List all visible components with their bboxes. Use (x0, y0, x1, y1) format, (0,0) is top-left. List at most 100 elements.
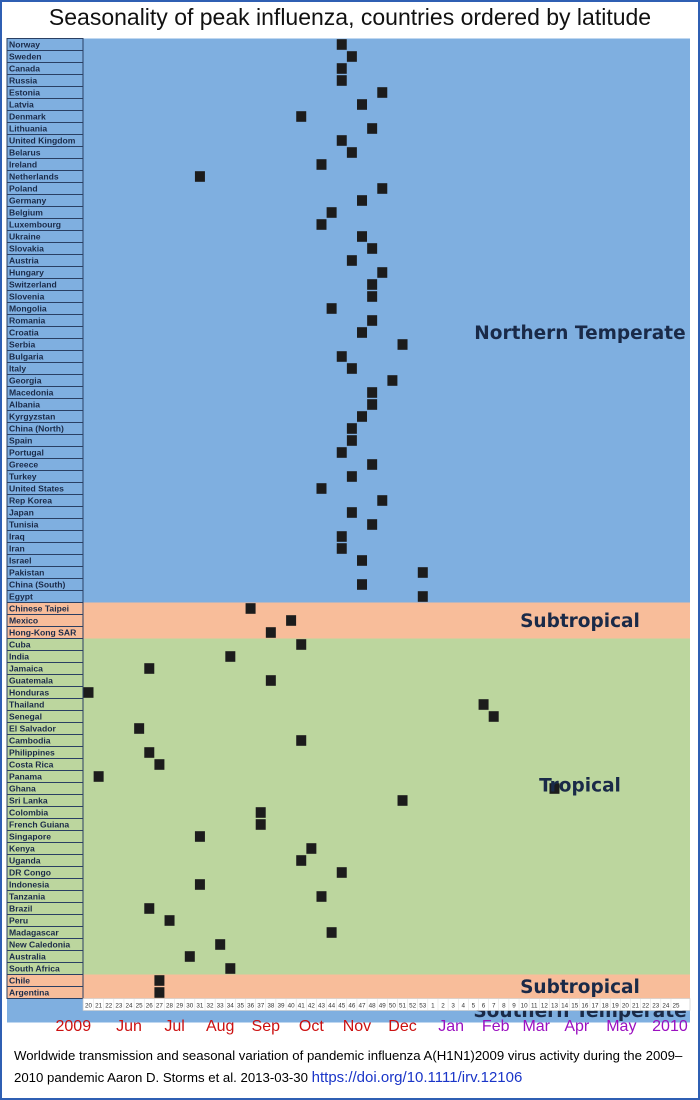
week-tick-label: 20 (85, 1003, 93, 1010)
peak-marker (549, 783, 560, 794)
peak-marker (336, 351, 347, 362)
country-label: Switzerland (9, 280, 57, 290)
caption-text: Worldwide transmission and seasonal vari… (14, 1048, 683, 1085)
zone-band (83, 602, 690, 639)
peak-marker (265, 675, 276, 686)
peak-marker (367, 387, 378, 398)
month-label: Dec (388, 1018, 416, 1035)
week-tick-label: 2 (441, 1003, 445, 1010)
country-label: Poland (9, 184, 38, 194)
country-label: Ghana (9, 784, 36, 794)
week-tick-label: 36 (247, 1003, 255, 1010)
country-label: Norway (9, 40, 40, 50)
week-tick-label: 41 (298, 1003, 306, 1010)
peak-marker (154, 759, 165, 770)
week-tick-label: 10 (521, 1003, 529, 1010)
peak-marker (357, 579, 368, 590)
figure-caption: Worldwide transmission and seasonal vari… (14, 1045, 694, 1089)
peak-marker (488, 711, 499, 722)
week-tick-label: 1 (431, 1003, 435, 1010)
week-tick-label: 23 (115, 1003, 123, 1010)
month-label: Jan (438, 1018, 464, 1035)
week-tick-label: 28 (166, 1003, 174, 1010)
peak-marker (377, 87, 388, 98)
peak-marker (144, 903, 155, 914)
country-label: Slovenia (9, 292, 45, 302)
country-label: Kyrgyzstan (9, 412, 55, 422)
peak-marker (265, 627, 276, 638)
country-label: Denmark (9, 112, 46, 122)
peak-marker (346, 255, 357, 266)
month-label: 2009 (56, 1018, 92, 1035)
peak-marker (164, 915, 175, 926)
week-tick-label: 5 (472, 1003, 476, 1010)
country-label: Macedonia (9, 388, 54, 398)
country-label: Iraq (9, 532, 25, 542)
week-tick-label: 39 (277, 1003, 285, 1010)
country-label: India (9, 652, 29, 662)
week-axis (82, 998, 691, 1011)
week-tick-label: 24 (662, 1003, 670, 1010)
month-label: Nov (343, 1018, 371, 1035)
country-label: Chinese Taipei (9, 604, 69, 614)
peak-marker (316, 483, 327, 494)
peak-marker (93, 771, 104, 782)
country-label: Uganda (9, 856, 41, 866)
week-tick-label: 11 (531, 1003, 538, 1010)
week-tick-label: 37 (257, 1003, 265, 1010)
week-tick-label: 22 (105, 1003, 113, 1010)
week-tick-label: 7 (492, 1003, 496, 1010)
country-label: Russia (9, 76, 37, 86)
country-label: Cuba (9, 640, 31, 650)
week-tick-label: 42 (308, 1003, 316, 1010)
week-tick-label: 34 (227, 1003, 235, 1010)
week-tick-label: 40 (288, 1003, 296, 1010)
week-tick-label: 44 (328, 1003, 336, 1010)
peak-marker (336, 63, 347, 74)
country-label: Hungary (9, 268, 44, 278)
peak-marker (215, 939, 226, 950)
month-label: Oct (299, 1018, 324, 1035)
country-label: Croatia (9, 328, 39, 338)
country-label: Colombia (9, 808, 48, 818)
country-label: Chile (9, 976, 30, 986)
peak-marker (387, 375, 398, 386)
country-label: New Caledonia (9, 940, 70, 950)
week-tick-label: 4 (462, 1003, 466, 1010)
peak-marker (397, 795, 408, 806)
week-tick-label: 19 (612, 1003, 620, 1010)
month-label: Jun (116, 1018, 142, 1035)
country-label: DR Congo (9, 868, 51, 878)
month-label: Mar (522, 1018, 550, 1035)
peak-marker (478, 699, 489, 710)
peak-marker (326, 303, 337, 314)
peak-marker (357, 327, 368, 338)
country-label: Bulgaria (9, 352, 44, 362)
peak-marker (296, 639, 307, 650)
peak-marker (367, 279, 378, 290)
peak-marker (296, 111, 307, 122)
month-label: Aug (206, 1018, 234, 1035)
peak-marker (336, 867, 347, 878)
peak-marker (397, 339, 408, 350)
week-tick-label: 23 (652, 1003, 660, 1010)
doi-link[interactable]: https://doi.org/10.1111/irv.12106 (311, 1069, 523, 1086)
month-label: Sep (252, 1018, 281, 1035)
week-tick-label: 35 (237, 1003, 245, 1010)
country-label: Senegal (9, 712, 42, 722)
week-tick-label: 30 (186, 1003, 194, 1010)
peak-marker (377, 183, 388, 194)
peak-marker (346, 435, 357, 446)
peak-marker (194, 171, 205, 182)
peak-marker (367, 291, 378, 302)
peak-marker (367, 243, 378, 254)
country-label: Canada (9, 64, 40, 74)
country-label: Ukraine (9, 232, 41, 242)
country-label: Lithuania (9, 124, 47, 134)
country-label: Georgia (9, 376, 42, 386)
country-label: Honduras (9, 688, 49, 698)
week-tick-label: 50 (389, 1003, 397, 1010)
peak-marker (417, 591, 428, 602)
country-label: Jamaica (9, 664, 43, 674)
week-tick-label: 33 (217, 1003, 225, 1010)
